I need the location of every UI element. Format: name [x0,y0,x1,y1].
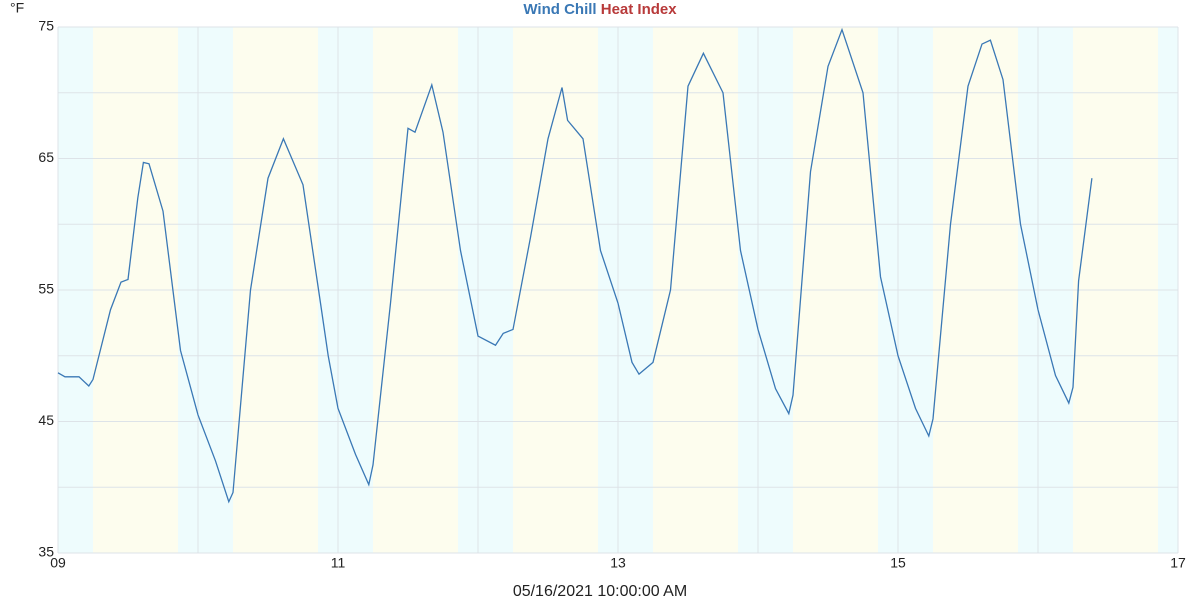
x-tick-label: 15 [890,555,906,571]
y-tick-label: 75 [38,18,54,34]
y-tick-label: 65 [38,149,54,165]
y-tick-label: 45 [38,412,54,428]
legend-entry: Heat Index [601,1,678,18]
legend-entry: Wind Chill [523,1,596,18]
line-series [57,27,1093,504]
y-unit: °F [10,0,24,16]
x-tick-label: 17 [1170,555,1186,571]
x-axis-label: 05/16/2021 10:00:00 AM [513,583,687,600]
y-tick-label: 55 [38,281,54,297]
legend: Wind Chill Heat Index [523,1,677,18]
x-tick-label: 11 [331,555,346,571]
x-tick-label: 13 [610,555,626,571]
x-tick-label: 09 [50,555,66,571]
y-tick-label: 35 [38,544,54,560]
